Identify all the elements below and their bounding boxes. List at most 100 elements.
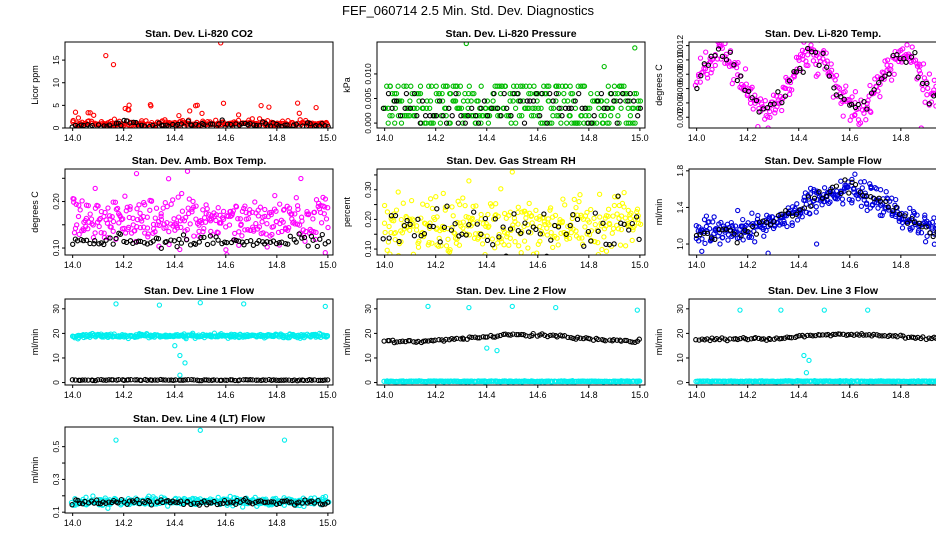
point-all: [592, 221, 598, 228]
point-all: [164, 203, 170, 210]
point-all: [120, 216, 126, 222]
y-tick-label: 0.002: [675, 106, 685, 128]
point-all: [465, 98, 471, 104]
point-subset: [281, 498, 287, 504]
point-subset: [471, 209, 477, 215]
point-all: [445, 236, 451, 242]
point-all: [393, 90, 400, 97]
points-group: [70, 169, 332, 255]
point-subset: [444, 203, 450, 209]
point-subset: [503, 253, 509, 255]
point-subset: [629, 339, 635, 345]
point-all: [531, 83, 537, 89]
point-subset: [206, 377, 212, 383]
points-group: [693, 171, 936, 255]
point-subset: [136, 500, 143, 507]
point-subset: [192, 241, 199, 247]
point-all: [606, 120, 612, 126]
point-all: [466, 232, 473, 238]
point-subset: [465, 113, 471, 119]
point-subset: [553, 90, 559, 97]
point-all: [700, 69, 706, 75]
point-subset: [415, 216, 421, 222]
point-subset: [101, 123, 107, 128]
point-all: [260, 230, 266, 236]
point-subset: [491, 90, 497, 97]
point-all: [497, 90, 504, 97]
point-all: [235, 112, 242, 118]
point-all: [697, 55, 704, 61]
point-subset: [69, 502, 75, 508]
point-all: [577, 192, 583, 198]
point-all: [473, 203, 479, 209]
point-all: [765, 114, 771, 120]
point-all: [239, 233, 245, 239]
point-subset: [322, 377, 328, 383]
point-subset: [636, 236, 642, 243]
point-all: [449, 225, 455, 231]
point-all: [437, 120, 444, 126]
y-tick-label: 5: [51, 103, 61, 108]
x-tick-label: 14.2: [115, 133, 133, 143]
point-all: [102, 209, 108, 216]
x-tick-label: 14.2: [427, 260, 445, 270]
point-all: [215, 230, 221, 236]
point-subset: [903, 59, 909, 65]
point-all: [83, 215, 90, 222]
points-group: [69, 42, 331, 128]
point-all: [229, 210, 236, 217]
x-tick-label: 14.6: [217, 133, 235, 143]
panel-title: Stan. Dev. Line 1 Flow: [144, 285, 255, 297]
point-all: [813, 61, 819, 68]
point-all: [127, 204, 133, 210]
point-all: [622, 215, 629, 221]
point-subset: [567, 222, 573, 229]
point-subset: [579, 105, 585, 111]
point-subset: [305, 243, 311, 249]
point-all: [193, 216, 199, 222]
point-all: [392, 105, 399, 111]
point-subset: [415, 338, 421, 345]
point-all: [400, 200, 406, 206]
point-all: [881, 70, 887, 76]
point-subset: [184, 498, 191, 505]
point-subset: [608, 90, 614, 97]
point-subset: [284, 122, 290, 128]
chart-panel-3: Stan. Dev. Li-820 Temp. degrees C 14.0 14.2…: [654, 28, 936, 143]
point-outlier: [281, 437, 288, 443]
point-all: [77, 207, 83, 213]
point-all: [485, 211, 491, 218]
point-all: [518, 250, 524, 255]
chart-panel-2: Stan. Dev. Li-820 Pressure kPa 14.0 14.2 14.…: [342, 28, 649, 143]
point-all: [718, 56, 724, 62]
point-all: [904, 42, 910, 48]
point-subset: [585, 228, 592, 235]
point-all: [627, 113, 634, 119]
point-all: [717, 241, 723, 247]
point-all: [546, 83, 552, 89]
y-tick-label: 0.010: [363, 63, 373, 85]
point-all: [550, 244, 556, 251]
point-all: [805, 52, 811, 58]
point-subset: [399, 338, 406, 344]
x-tick-label: 15.0: [319, 518, 337, 528]
point-subset: [248, 238, 254, 244]
point-subset: [896, 211, 903, 217]
point-subset: [515, 90, 521, 97]
y-tick-label: 0.000: [363, 112, 373, 134]
point-all: [158, 216, 165, 223]
point-all: [877, 93, 883, 100]
point-all: [454, 83, 460, 89]
point-all: [469, 90, 475, 97]
point-all: [588, 228, 595, 234]
point-subset: [826, 73, 832, 79]
point-all: [601, 113, 608, 119]
point-subset: [107, 235, 113, 241]
point-subset: [111, 497, 117, 504]
point-all: [293, 195, 299, 201]
point-all: [485, 120, 492, 126]
point-subset: [719, 53, 726, 60]
point-all: [452, 230, 458, 237]
point-subset: [285, 241, 291, 247]
point-all: [429, 205, 436, 212]
